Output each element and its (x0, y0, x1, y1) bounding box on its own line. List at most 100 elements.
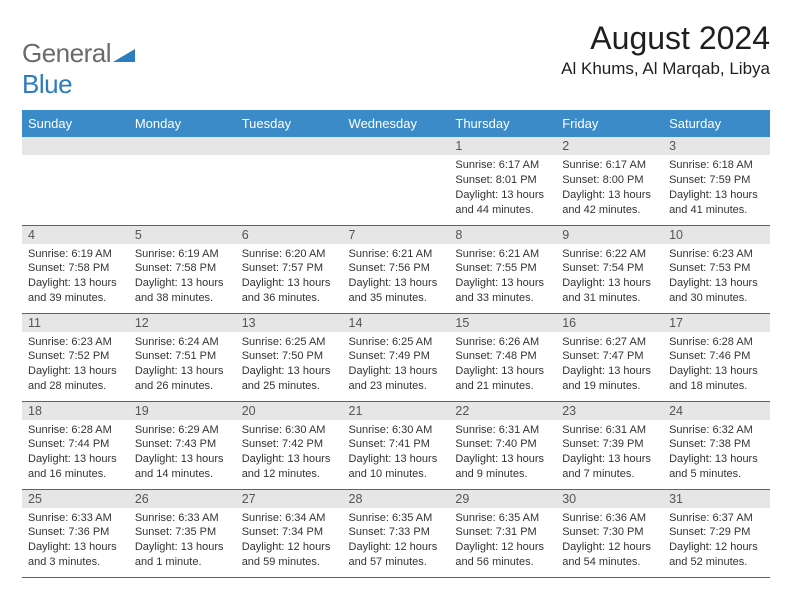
calendar-day-cell: 9Sunrise: 6:22 AMSunset: 7:54 PMDaylight… (556, 225, 663, 313)
weekday-header: Friday (556, 110, 663, 137)
calendar-day-cell (236, 137, 343, 225)
day-number: 18 (22, 402, 129, 420)
calendar-day-cell: 28Sunrise: 6:35 AMSunset: 7:33 PMDayligh… (343, 489, 450, 577)
logo-triangle-icon (113, 38, 135, 69)
page-title: August 2024 (561, 20, 770, 57)
day-body: Sunrise: 6:19 AMSunset: 7:58 PMDaylight:… (129, 244, 236, 310)
day-number (236, 137, 343, 155)
day-number: 17 (663, 314, 770, 332)
day-body: Sunrise: 6:19 AMSunset: 7:58 PMDaylight:… (22, 244, 129, 310)
calendar-day-cell: 22Sunrise: 6:31 AMSunset: 7:40 PMDayligh… (449, 401, 556, 489)
calendar-day-cell: 8Sunrise: 6:21 AMSunset: 7:55 PMDaylight… (449, 225, 556, 313)
day-body: Sunrise: 6:22 AMSunset: 7:54 PMDaylight:… (556, 244, 663, 310)
calendar-day-cell: 23Sunrise: 6:31 AMSunset: 7:39 PMDayligh… (556, 401, 663, 489)
calendar-table: SundayMondayTuesdayWednesdayThursdayFrid… (22, 110, 770, 578)
day-number: 14 (343, 314, 450, 332)
calendar-day-cell: 5Sunrise: 6:19 AMSunset: 7:58 PMDaylight… (129, 225, 236, 313)
calendar-day-cell: 12Sunrise: 6:24 AMSunset: 7:51 PMDayligh… (129, 313, 236, 401)
day-body: Sunrise: 6:25 AMSunset: 7:50 PMDaylight:… (236, 332, 343, 398)
day-number: 2 (556, 137, 663, 155)
calendar-day-cell: 1Sunrise: 6:17 AMSunset: 8:01 PMDaylight… (449, 137, 556, 225)
day-number (22, 137, 129, 155)
calendar-day-cell: 10Sunrise: 6:23 AMSunset: 7:53 PMDayligh… (663, 225, 770, 313)
day-number: 21 (343, 402, 450, 420)
weekday-header: Thursday (449, 110, 556, 137)
calendar-day-cell: 21Sunrise: 6:30 AMSunset: 7:41 PMDayligh… (343, 401, 450, 489)
day-body: Sunrise: 6:26 AMSunset: 7:48 PMDaylight:… (449, 332, 556, 398)
calendar-day-cell: 19Sunrise: 6:29 AMSunset: 7:43 PMDayligh… (129, 401, 236, 489)
day-number: 11 (22, 314, 129, 332)
day-number: 4 (22, 226, 129, 244)
day-body: Sunrise: 6:24 AMSunset: 7:51 PMDaylight:… (129, 332, 236, 398)
day-body: Sunrise: 6:29 AMSunset: 7:43 PMDaylight:… (129, 420, 236, 486)
day-body: Sunrise: 6:17 AMSunset: 8:01 PMDaylight:… (449, 155, 556, 221)
logo-text: GeneralBlue (22, 34, 135, 100)
day-number: 25 (22, 490, 129, 508)
day-body: Sunrise: 6:17 AMSunset: 8:00 PMDaylight:… (556, 155, 663, 221)
day-body: Sunrise: 6:18 AMSunset: 7:59 PMDaylight:… (663, 155, 770, 221)
day-number: 10 (663, 226, 770, 244)
day-body: Sunrise: 6:32 AMSunset: 7:38 PMDaylight:… (663, 420, 770, 486)
calendar-week-row: 25Sunrise: 6:33 AMSunset: 7:36 PMDayligh… (22, 489, 770, 577)
day-number: 20 (236, 402, 343, 420)
day-body: Sunrise: 6:33 AMSunset: 7:35 PMDaylight:… (129, 508, 236, 574)
day-number: 28 (343, 490, 450, 508)
logo: GeneralBlue (22, 20, 135, 100)
day-body: Sunrise: 6:23 AMSunset: 7:53 PMDaylight:… (663, 244, 770, 310)
calendar-day-cell (343, 137, 450, 225)
day-number: 31 (663, 490, 770, 508)
day-body: Sunrise: 6:21 AMSunset: 7:55 PMDaylight:… (449, 244, 556, 310)
calendar-day-cell (22, 137, 129, 225)
day-body: Sunrise: 6:28 AMSunset: 7:46 PMDaylight:… (663, 332, 770, 398)
day-number: 27 (236, 490, 343, 508)
calendar-day-cell: 3Sunrise: 6:18 AMSunset: 7:59 PMDaylight… (663, 137, 770, 225)
calendar-week-row: 11Sunrise: 6:23 AMSunset: 7:52 PMDayligh… (22, 313, 770, 401)
page-subtitle: Al Khums, Al Marqab, Libya (561, 59, 770, 79)
calendar-day-cell (129, 137, 236, 225)
day-number: 12 (129, 314, 236, 332)
calendar-day-cell: 31Sunrise: 6:37 AMSunset: 7:29 PMDayligh… (663, 489, 770, 577)
day-body: Sunrise: 6:28 AMSunset: 7:44 PMDaylight:… (22, 420, 129, 486)
calendar-day-cell: 17Sunrise: 6:28 AMSunset: 7:46 PMDayligh… (663, 313, 770, 401)
calendar-day-cell: 6Sunrise: 6:20 AMSunset: 7:57 PMDaylight… (236, 225, 343, 313)
calendar-day-cell: 16Sunrise: 6:27 AMSunset: 7:47 PMDayligh… (556, 313, 663, 401)
day-number: 22 (449, 402, 556, 420)
header: GeneralBlue August 2024 Al Khums, Al Mar… (22, 20, 770, 100)
calendar-day-cell: 13Sunrise: 6:25 AMSunset: 7:50 PMDayligh… (236, 313, 343, 401)
calendar-week-row: 1Sunrise: 6:17 AMSunset: 8:01 PMDaylight… (22, 137, 770, 225)
day-number: 6 (236, 226, 343, 244)
weekday-header: Saturday (663, 110, 770, 137)
day-number: 29 (449, 490, 556, 508)
day-body: Sunrise: 6:23 AMSunset: 7:52 PMDaylight:… (22, 332, 129, 398)
calendar-week-row: 18Sunrise: 6:28 AMSunset: 7:44 PMDayligh… (22, 401, 770, 489)
logo-word1: General (22, 38, 111, 68)
day-body: Sunrise: 6:37 AMSunset: 7:29 PMDaylight:… (663, 508, 770, 574)
day-number: 15 (449, 314, 556, 332)
calendar-body: 1Sunrise: 6:17 AMSunset: 8:01 PMDaylight… (22, 137, 770, 577)
calendar-header: SundayMondayTuesdayWednesdayThursdayFrid… (22, 110, 770, 137)
day-number: 30 (556, 490, 663, 508)
title-block: August 2024 Al Khums, Al Marqab, Libya (561, 20, 770, 79)
calendar-day-cell: 2Sunrise: 6:17 AMSunset: 8:00 PMDaylight… (556, 137, 663, 225)
day-body: Sunrise: 6:30 AMSunset: 7:42 PMDaylight:… (236, 420, 343, 486)
weekday-header: Monday (129, 110, 236, 137)
day-body: Sunrise: 6:35 AMSunset: 7:31 PMDaylight:… (449, 508, 556, 574)
day-number: 23 (556, 402, 663, 420)
day-number: 13 (236, 314, 343, 332)
day-number: 16 (556, 314, 663, 332)
day-number: 19 (129, 402, 236, 420)
calendar-day-cell: 14Sunrise: 6:25 AMSunset: 7:49 PMDayligh… (343, 313, 450, 401)
day-body: Sunrise: 6:35 AMSunset: 7:33 PMDaylight:… (343, 508, 450, 574)
day-body: Sunrise: 6:25 AMSunset: 7:49 PMDaylight:… (343, 332, 450, 398)
calendar-day-cell: 27Sunrise: 6:34 AMSunset: 7:34 PMDayligh… (236, 489, 343, 577)
day-number: 26 (129, 490, 236, 508)
calendar-day-cell: 18Sunrise: 6:28 AMSunset: 7:44 PMDayligh… (22, 401, 129, 489)
day-body: Sunrise: 6:31 AMSunset: 7:40 PMDaylight:… (449, 420, 556, 486)
day-number (129, 137, 236, 155)
day-body: Sunrise: 6:31 AMSunset: 7:39 PMDaylight:… (556, 420, 663, 486)
day-number: 1 (449, 137, 556, 155)
day-body: Sunrise: 6:20 AMSunset: 7:57 PMDaylight:… (236, 244, 343, 310)
day-number: 3 (663, 137, 770, 155)
day-number: 8 (449, 226, 556, 244)
day-body: Sunrise: 6:34 AMSunset: 7:34 PMDaylight:… (236, 508, 343, 574)
